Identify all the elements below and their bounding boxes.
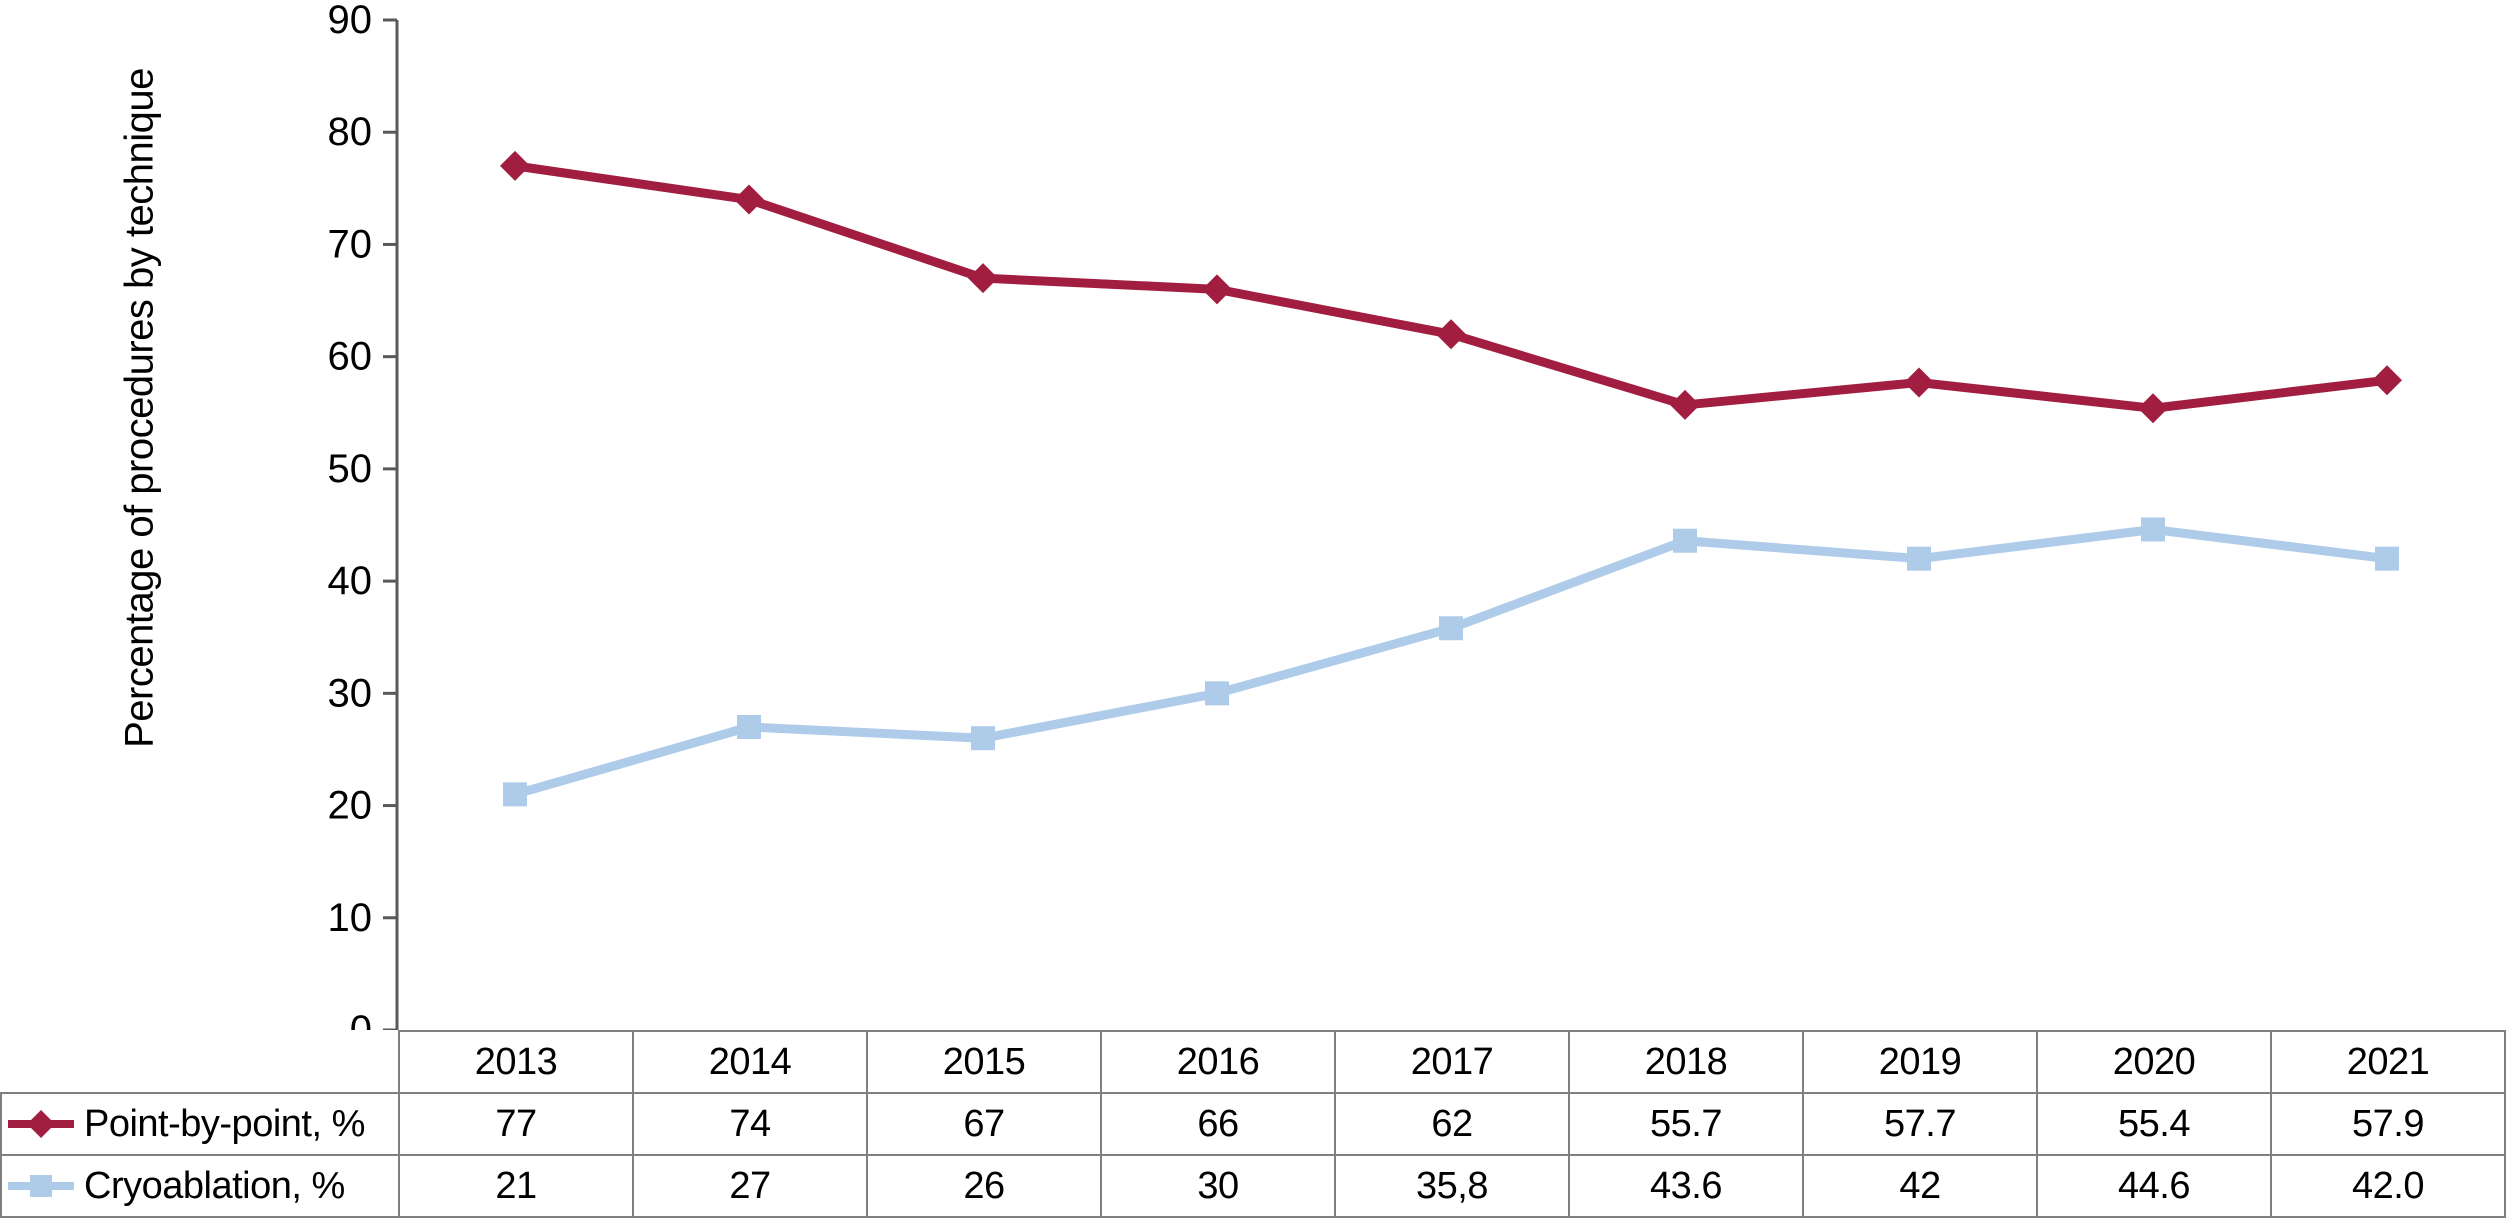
year-cell: 2021: [2270, 1030, 2506, 1094]
value-cell: 55.7: [1568, 1092, 1804, 1156]
y-tick-label: 40: [328, 559, 373, 603]
data-point-marker-diamond: [2138, 393, 2168, 424]
legend-entry: Cryoablation, %: [2, 1165, 398, 1208]
data-point-marker-square: [2141, 517, 2165, 542]
data-point-marker-square: [503, 782, 527, 807]
series-label: Cryoablation, %: [84, 1164, 345, 1207]
data-point-marker-diamond: [1202, 274, 1232, 305]
series-row-point-by-point: Point-by-point, % 77 74 67 66 62 55.7 57.7 55.4 5…: [0, 1092, 2506, 1156]
y-tick-label: 70: [328, 222, 373, 266]
data-point-marker-diamond: [1904, 367, 1934, 398]
value-cell: 77: [398, 1092, 634, 1156]
value-cell: 30: [1100, 1154, 1336, 1218]
y-tick-label: 60: [328, 335, 373, 379]
line-chart: 0 10 20 30 40 50 60 70 80 90: [328, 0, 2402, 1030]
y-tick-label: 30: [328, 671, 373, 715]
year-cell: 2017: [1334, 1030, 1570, 1094]
value-cell: 62: [1334, 1092, 1570, 1156]
value-cell: 42.0: [2270, 1154, 2506, 1218]
legend-cell: Cryoablation, %: [0, 1154, 400, 1218]
value-cell: 26: [866, 1154, 1102, 1218]
data-point-marker-square: [1673, 528, 1697, 553]
y-tick-label: 20: [328, 784, 373, 828]
value-cell: 42: [1802, 1154, 2038, 1218]
value-cell: 43.6: [1568, 1154, 1804, 1218]
data-point-marker-square: [971, 726, 995, 751]
value-cell: 66: [1100, 1092, 1336, 1156]
series-label: Point-by-point, %: [84, 1102, 365, 1145]
data-point-marker-square: [1907, 546, 1931, 571]
data-point-marker-square: [1205, 681, 1229, 706]
value-cell: 57.9: [2270, 1092, 2506, 1156]
y-tick-label: 0: [350, 1008, 372, 1030]
legend-square-marker: [30, 1175, 52, 1197]
year-cell: 2018: [1568, 1030, 1804, 1094]
series-row-cryoablation: Cryoablation, % 21 27 26 30 35,8 43.6 42 44.6 42.…: [0, 1154, 2506, 1218]
data-point-marker-diamond: [1670, 389, 1700, 420]
y-tick-label: 90: [328, 0, 373, 42]
value-cell: 57.7: [1802, 1092, 2038, 1156]
legend-line-diamond-icon: [8, 1110, 74, 1138]
legend-entry: Point-by-point, %: [2, 1103, 398, 1146]
legend-diamond-marker: [27, 1110, 55, 1138]
y-tick-label: 80: [328, 110, 373, 154]
y-axis-title: Percentage of procedures by technique: [117, 68, 162, 748]
y-tick-label: 10: [328, 896, 373, 940]
value-cell: 21: [398, 1154, 634, 1218]
data-point-marker-square: [2375, 546, 2399, 571]
value-cell: 55.4: [2036, 1092, 2272, 1156]
data-point-marker-diamond: [2372, 365, 2402, 396]
y-tick-label: 50: [328, 447, 373, 491]
year-cell: 2015: [866, 1030, 1102, 1094]
data-point-marker-square: [737, 715, 761, 739]
data-point-marker-diamond: [968, 263, 998, 294]
data-table: 2013 2014 2015 2016 2017 2018 2019 2020 2021 Poi…: [0, 1030, 2506, 1218]
year-cell: 2020: [2036, 1030, 2272, 1094]
year-cell: 2019: [1802, 1030, 2038, 1094]
year-cell: 2013: [398, 1030, 634, 1094]
series-line-point-by-point: [514, 161, 2388, 413]
year-cell: 2016: [1100, 1030, 1336, 1094]
value-cell: 35,8: [1334, 1154, 1570, 1218]
year-cell: 2014: [632, 1030, 868, 1094]
data-point-marker-square: [1439, 616, 1463, 641]
data-point-marker-diamond: [734, 184, 764, 215]
series-line-cryoablation: [513, 524, 2388, 799]
legend-cell: Point-by-point, %: [0, 1092, 400, 1156]
table-corner-blank: [1, 1031, 399, 1093]
data-point-marker-diamond: [500, 150, 530, 181]
value-cell: 27: [632, 1154, 868, 1218]
value-cell: 74: [632, 1092, 868, 1156]
year-header-row: 2013 2014 2015 2016 2017 2018 2019 2020 2021: [1, 1030, 2506, 1094]
value-cell: 44.6: [2036, 1154, 2272, 1218]
data-point-marker-diamond: [1436, 319, 1466, 350]
value-cell: 67: [866, 1092, 1102, 1156]
legend-line-square-icon: [8, 1175, 74, 1197]
